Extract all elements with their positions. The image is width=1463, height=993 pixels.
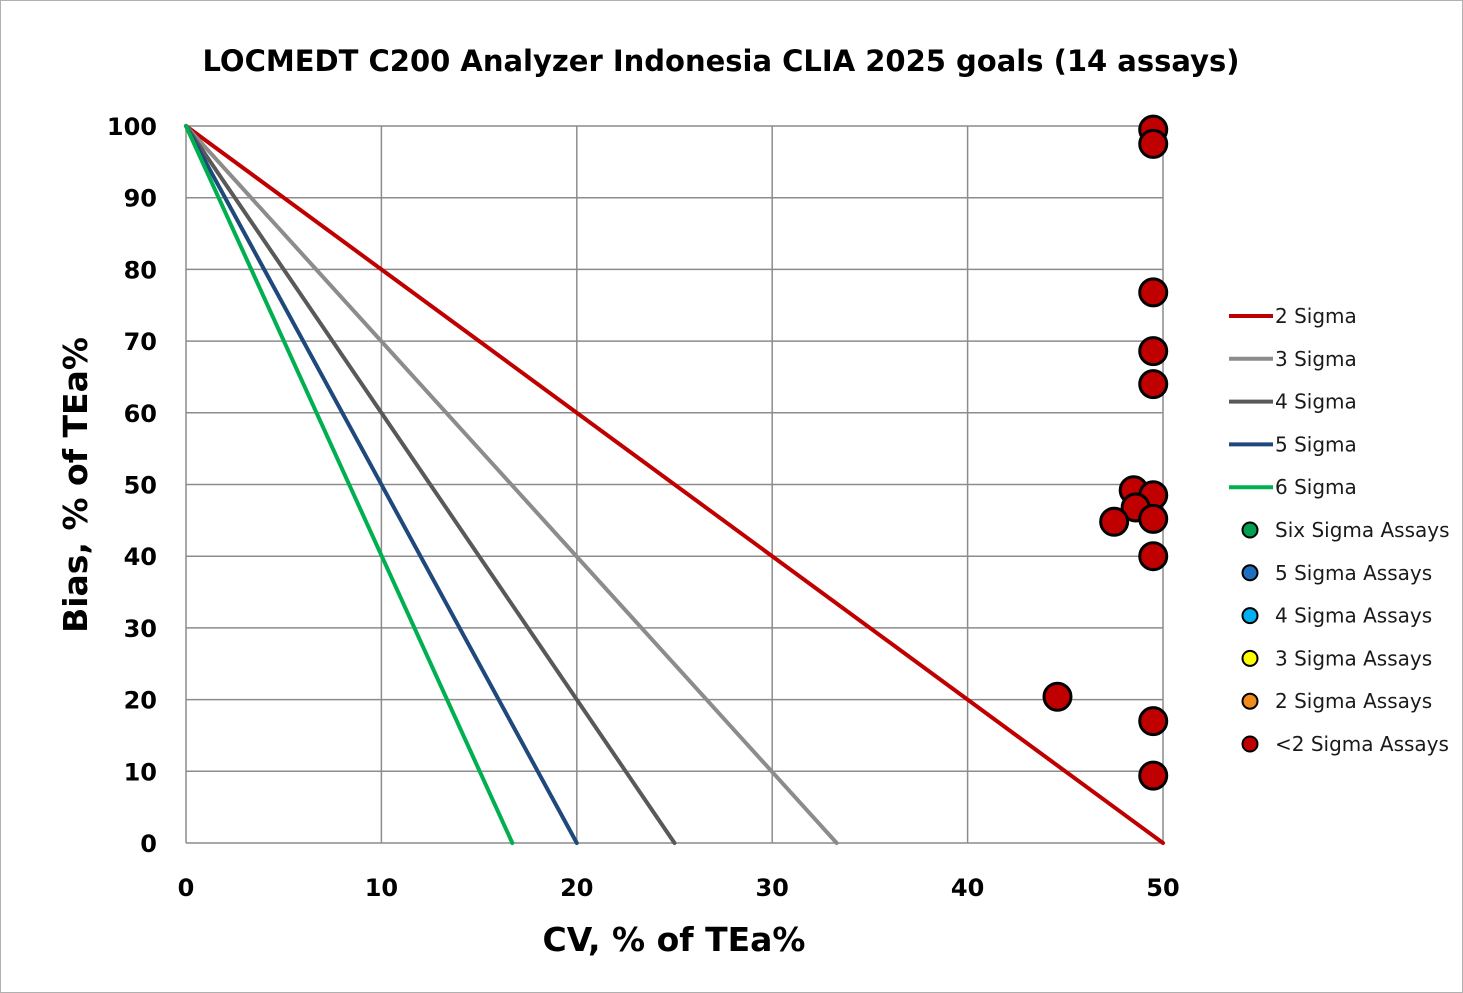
x-axis-title: CV, % of TEa%: [543, 920, 806, 959]
x-tick-label: 0: [178, 874, 195, 902]
sigma-line-3: [184, 124, 839, 845]
assay-point: [1042, 681, 1073, 712]
x-tick-label: 10: [365, 874, 398, 902]
assay-point: [1138, 706, 1169, 737]
x-tick-label: 40: [951, 874, 984, 902]
legend: 2 Sigma 3 Sigma 4 Sigma 5 Sigma 6 Sigma Six S…: [1229, 304, 1450, 756]
legend-swatch-marker: [1241, 649, 1259, 667]
legend-swatch-marker: [1241, 564, 1259, 582]
legend-label: 4 Sigma Assays: [1275, 604, 1432, 628]
legend-label: 3 Sigma: [1275, 347, 1357, 371]
legend-swatch-marker: [1241, 607, 1259, 625]
chart-title: LOCMEDT C200 Analyzer Indonesia CLIA 202…: [202, 44, 1239, 78]
x-tick-label: 50: [1146, 874, 1179, 902]
assay-point: [1138, 760, 1169, 791]
legend-label: 3 Sigma Assays: [1275, 646, 1432, 670]
y-tick-label: 100: [107, 113, 157, 141]
y-tick-label: 30: [124, 615, 157, 643]
x-tick-label: 30: [755, 874, 788, 902]
sigma-line-2: [184, 124, 1165, 845]
legend-label: 6 Sigma: [1275, 475, 1357, 499]
legend-label: 5 Sigma Assays: [1275, 561, 1432, 585]
y-tick-label: 40: [124, 543, 157, 571]
y-tick-label: 20: [124, 687, 157, 715]
assay-point: [1099, 506, 1130, 537]
y-tick-label: 60: [124, 400, 157, 428]
y-tick-label: 80: [124, 256, 157, 284]
legend-swatch-marker: [1241, 692, 1259, 710]
sigma-line-6: [184, 124, 515, 845]
assay-point: [1138, 336, 1169, 367]
legend-label: 2 Sigma Assays: [1275, 689, 1432, 713]
y-tick-label: 90: [124, 185, 157, 213]
y-tick-label: 10: [124, 758, 157, 786]
assay-point: [1138, 541, 1169, 572]
sigma-lines: [184, 124, 1165, 845]
legend-label: 4 Sigma: [1275, 390, 1357, 414]
legend-label: Six Sigma Assays: [1275, 518, 1450, 542]
legend-swatch-marker: [1241, 735, 1259, 753]
y-tick-label: 0: [140, 830, 157, 858]
assay-points: [1042, 114, 1169, 791]
assay-point: [1138, 369, 1169, 400]
y-tick-label: 50: [124, 472, 157, 500]
x-tick-label: 20: [560, 874, 593, 902]
legend-label: 2 Sigma: [1275, 304, 1357, 328]
legend-label: <2 Sigma Assays: [1275, 732, 1449, 756]
sigma-line-4: [184, 124, 677, 845]
y-tick-label: 70: [124, 328, 157, 356]
y-axis-title: Bias, % of TEa%: [56, 337, 95, 633]
y-tick-labels: 0 10 20 30 40 50 60 70 80 90 100: [107, 113, 157, 858]
x-tick-labels: 0 10 20 30 40 50: [178, 874, 1180, 902]
sigma-line-5: [184, 124, 579, 845]
legend-label: 5 Sigma: [1275, 432, 1357, 456]
assay-point: [1138, 128, 1169, 159]
assay-point: [1138, 277, 1169, 308]
legend-swatch-marker: [1241, 521, 1259, 539]
assay-point: [1138, 503, 1169, 534]
